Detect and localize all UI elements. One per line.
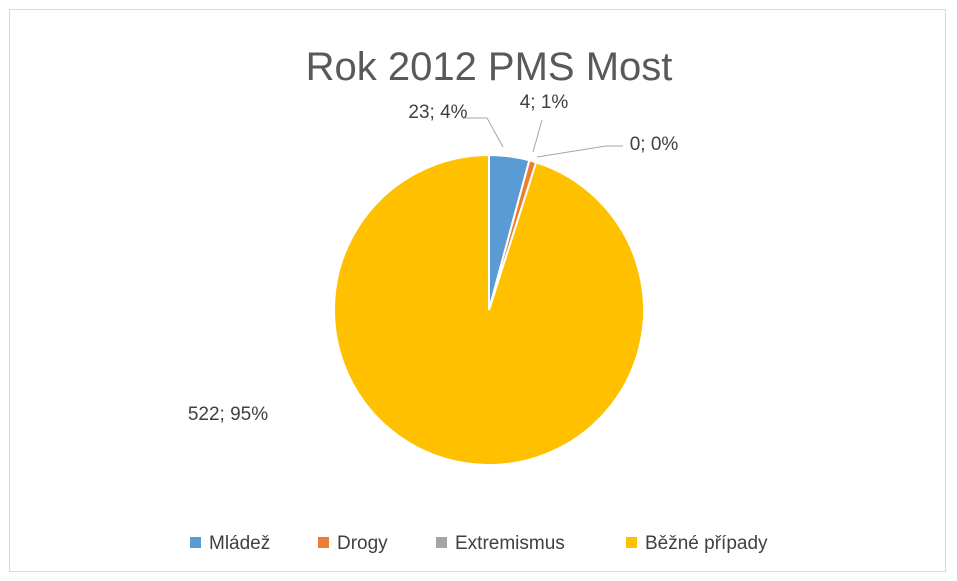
legend: Mládež Drogy Extremismus Běžné případy — [190, 533, 768, 554]
legend-swatch-mladez — [190, 537, 201, 548]
leader-line-drogy — [532, 119, 543, 153]
legend-label-drogy: Drogy — [337, 533, 388, 554]
leader-line-mladez — [463, 117, 504, 148]
data-label-extremismus: 0; 0% — [630, 134, 679, 155]
leader-line-extremismus — [536, 145, 623, 158]
label-leader-lines — [463, 117, 623, 158]
data-label-bezne-pripady: 522; 95% — [188, 404, 268, 425]
chart-title: Rok 2012 PMS Most — [306, 45, 673, 89]
legend-label-mladez: Mládež — [209, 533, 270, 554]
legend-swatch-extremismus — [436, 537, 447, 548]
legend-swatch-drogy — [318, 537, 329, 548]
data-label-mladez: 23; 4% — [408, 102, 467, 123]
pie-slice-bezne-pripady — [333, 153, 645, 466]
pie-slices — [333, 153, 645, 466]
legend-label-bezne-pripady: Běžné případy — [645, 533, 768, 554]
legend-label-extremismus: Extremismus — [455, 533, 565, 554]
legend-swatch-bezne-pripady — [626, 537, 637, 548]
data-label-drogy: 4; 1% — [520, 92, 569, 113]
data-labels: 23; 4% 4; 1% 0; 0% 522; 95% — [188, 92, 679, 425]
